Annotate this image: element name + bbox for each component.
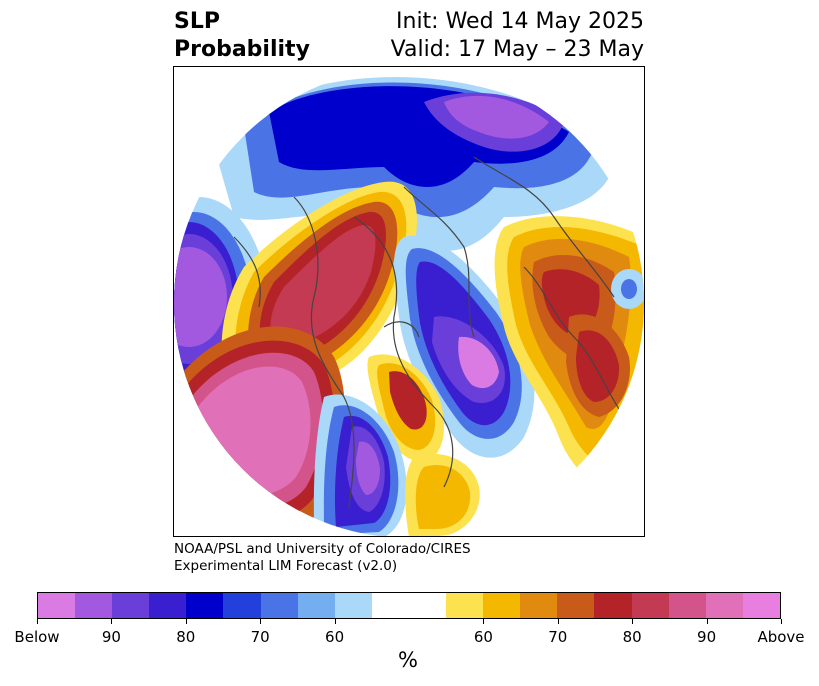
colorbar-tick-label: Below [14,628,60,646]
probability-map [173,66,645,537]
credit-text: NOAA/PSL and University of Colorado/CIRE… [174,541,471,575]
colorbar-segment [446,593,484,618]
colorbar-tick [483,619,485,624]
colorbar-segment [334,593,372,618]
colorbar-tick [334,619,336,624]
forecast-field [174,68,644,536]
colorbar-tick-label: 90 [697,628,717,646]
colorbar-segment [149,593,187,618]
colorbar-tick-label: 60 [325,628,345,646]
southwest-us-below-low [313,394,407,536]
credit-line-2: Experimental LIM Forecast (v2.0) [174,558,398,574]
colorbar-segment [75,593,113,618]
colorbar-segment [223,593,261,618]
colorbar-tick [557,619,559,624]
colorbar-tick-label: 80 [622,628,642,646]
chart-title-left: SLP Probability [174,8,310,64]
colorbar-tick-label: 80 [176,628,196,646]
colorbar-segment [483,593,521,618]
colorbar-segment [520,593,558,618]
colorbar-segment [668,593,706,618]
east-asia-below [611,269,644,309]
colorbar-segment [742,593,780,618]
colorbar-tick-label: 90 [101,628,121,646]
colorbar-segment [408,593,447,618]
colorbar-tick-label: 60 [473,628,493,646]
colorbar-segment [112,593,150,618]
chart-title-right: Init: Wed 14 May 2025 Valid: 17 May – 23… [391,8,644,64]
colorbar-tick [781,619,782,624]
colorbar-segment [705,593,743,618]
colorbar-tick [111,619,113,624]
colorbar-segment [186,593,224,618]
coastlines [233,156,625,508]
colorbar-segment [594,593,632,618]
colorbar-segment [557,593,595,618]
colorbar-tick [632,619,634,624]
colorbar-legend [37,592,781,619]
credit-line-1: NOAA/PSL and University of Colorado/CIRE… [174,541,471,557]
colorbar-tick-label: 70 [548,628,568,646]
siberia-below-trough [214,77,614,251]
colorbar-tick [37,619,38,624]
title-variable: SLP [174,9,220,34]
colorbar-units: % [398,648,418,672]
colorbar-segment [631,593,669,618]
colorbar-segment [260,593,298,618]
colorbar-segment [371,593,409,618]
map-svg [174,68,644,536]
init-date: Init: Wed 14 May 2025 [396,9,644,34]
southeast-us-above [405,453,480,536]
valid-period: Valid: 17 May – 23 May [390,37,644,62]
colorbar-tick [185,619,187,624]
north-atlantic-below-trough [394,235,535,458]
colorbar-tick [260,619,262,624]
title-type: Probability [174,37,310,62]
colorbar-segment [297,593,335,618]
colorbar-tick-label: Above [757,628,805,646]
colorbar-tick-label: 70 [250,628,270,646]
colorbar-tick [706,619,708,624]
colorbar-segment [38,593,76,618]
